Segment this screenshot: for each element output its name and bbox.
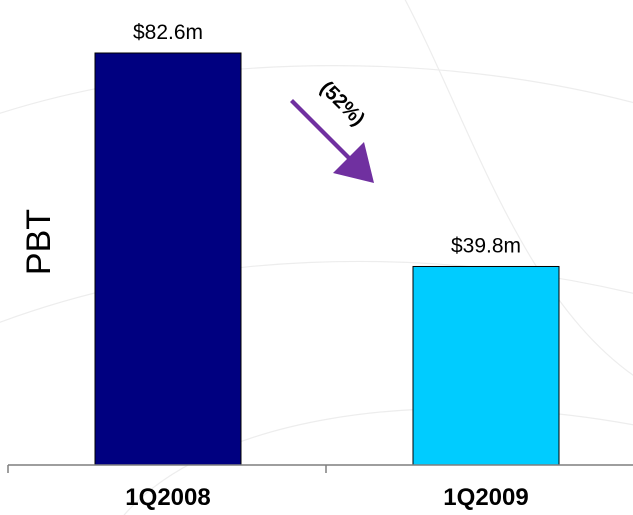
down-right-arrow-icon [279, 99, 374, 183]
bar-group [94, 52, 560, 466]
bar-1Q2009 [412, 265, 560, 466]
category-label-1Q2009: 1Q2009 [443, 484, 528, 511]
value-label-1Q2008: $82.6m [133, 21, 203, 44]
x-axis-ticks [7, 465, 327, 473]
value-label-1Q2009: $39.8m [451, 234, 521, 257]
change-indicator: (52%) [279, 77, 374, 183]
label-group: $82.6m 1Q2008 $39.8m 1Q2009 [125, 21, 528, 511]
category-label-1Q2008: 1Q2008 [125, 484, 210, 511]
y-axis-title: PBT [20, 209, 58, 275]
percent-change-label: (52%) [316, 77, 369, 130]
bar-1Q2008 [94, 52, 242, 466]
